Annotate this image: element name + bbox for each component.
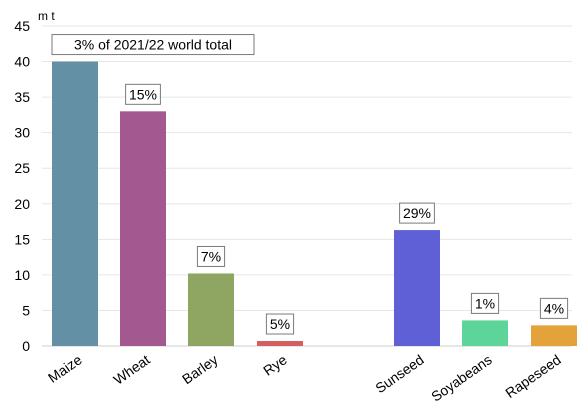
category-label-rapeseed: Rapeseed: [502, 351, 563, 401]
data-label-box: [470, 292, 500, 314]
data-labels: 3% of 2021/22 world total 15% 7% 5% 29% 1% 4%: [51, 34, 569, 335]
category-label-barley: Barley: [179, 351, 221, 387]
data-label-text: 5%: [270, 316, 290, 332]
category-label-maize: Maize: [45, 351, 85, 386]
data-label-text: 4%: [544, 300, 564, 316]
bar-barley: [188, 273, 234, 346]
category-label-rye: Rye: [260, 351, 290, 379]
bar-rye: [257, 341, 303, 346]
data-label-text: 15%: [129, 86, 157, 102]
data-label-wheat: 15%: [125, 83, 161, 105]
data-label-box: [51, 34, 255, 56]
data-label-box: [196, 245, 226, 267]
data-label-text: 7%: [201, 248, 221, 264]
data-label-barley: 7%: [196, 245, 226, 267]
data-label-text: 1%: [475, 295, 495, 311]
bar-soyabeans: [462, 320, 508, 346]
bar-rapeseed: [531, 325, 577, 346]
y-tick-label: 20: [14, 196, 30, 212]
y-tick-label: 10: [14, 267, 30, 283]
data-label-text: 3% of 2021/22 world total: [74, 37, 232, 53]
y-tick-label: 25: [14, 160, 30, 176]
category-label-wheat: Wheat: [110, 351, 152, 387]
y-tick-label: 40: [14, 54, 30, 70]
y-axis-unit-label: m t: [38, 9, 55, 23]
category-label-sunseed: Sunseed: [372, 351, 426, 396]
data-label-soyabeans: 1%: [470, 292, 500, 314]
y-tick-label: 0: [22, 338, 30, 354]
data-label-sunseed: 29%: [399, 202, 435, 224]
y-tick-label: 5: [22, 302, 30, 318]
data-label-box: [125, 83, 161, 105]
data-label-box: [399, 202, 435, 224]
data-label-box: [539, 297, 569, 319]
y-tick-label: 30: [14, 125, 30, 141]
data-label-rapeseed: 4%: [539, 297, 569, 319]
y-tick-label: 15: [14, 231, 30, 247]
y-tick-label: 45: [14, 18, 30, 34]
data-label-box: [265, 313, 295, 335]
data-label-maize: 3% of 2021/22 world total: [51, 34, 255, 56]
y-axis-ticks: 0 5 10 15 20 25 30 35 40 45: [14, 18, 30, 354]
bar-sunseed: [394, 230, 440, 346]
bar-maize: [52, 61, 98, 347]
data-label-text: 29%: [403, 205, 431, 221]
y-tick-label: 35: [14, 89, 30, 105]
data-label-rye: 5%: [265, 313, 295, 335]
bars: [52, 61, 577, 347]
category-label-soyabeans: Soyabeans: [428, 351, 495, 404]
bar-wheat: [120, 111, 166, 346]
category-labels: Maize Wheat Barley Rye Sunseed Soyabeans Rapes…: [45, 351, 564, 404]
